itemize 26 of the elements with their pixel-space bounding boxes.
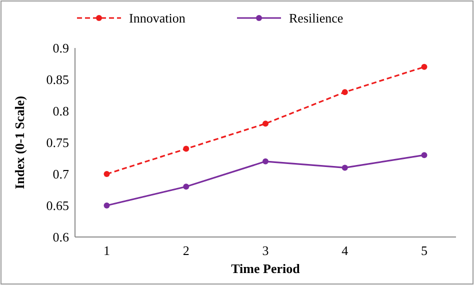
x-tick-label: 4: [342, 243, 349, 258]
point: [262, 120, 268, 127]
x-tick-label: 2: [182, 243, 190, 258]
point: [183, 146, 190, 152]
y-tick-label: 0.7: [52, 166, 70, 182]
point: [262, 158, 268, 164]
x-tick-label: 1: [104, 243, 110, 258]
x-tick-label: 3: [262, 243, 269, 258]
y-tick-label: 0.85: [46, 72, 69, 88]
point: [104, 171, 110, 177]
y-tick-label: 0.65: [46, 198, 69, 214]
y-axis-title: Index (0-1 Scale): [12, 96, 27, 190]
point: [183, 184, 190, 190]
point: [421, 152, 428, 158]
x-tick-label: 5: [421, 243, 428, 258]
legend-label: Resilience: [289, 10, 344, 26]
point: [342, 164, 348, 171]
legend-label: Innovation: [129, 10, 186, 26]
y-tick-label: 0.75: [46, 135, 69, 150]
point: [104, 202, 110, 208]
point: [342, 89, 348, 96]
x-axis-title: Time Period: [231, 261, 301, 276]
y-tick-label: 0.6: [52, 230, 70, 245]
y-tick-label: 0.9: [52, 40, 69, 56]
y-tick-label: 0.8: [52, 104, 69, 119]
point: [421, 64, 428, 70]
